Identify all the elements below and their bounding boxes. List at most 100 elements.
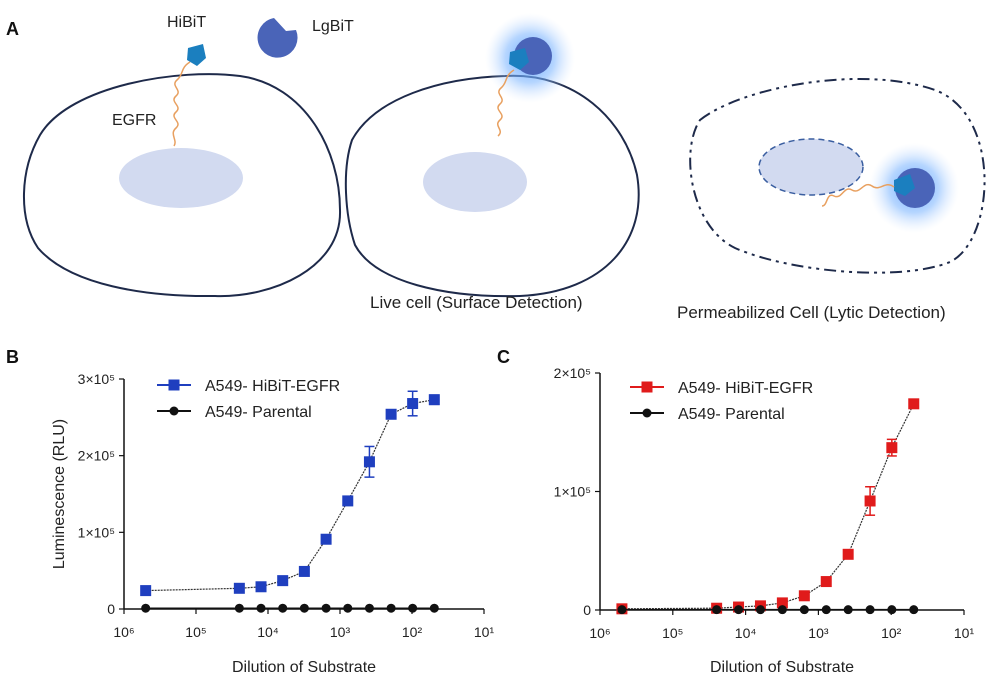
data-point bbox=[233, 582, 245, 594]
data-point bbox=[386, 603, 396, 613]
y-tick-label: 3×10⁵ bbox=[78, 371, 115, 387]
panel-letter-b: B bbox=[6, 347, 19, 367]
cell-2-hibit-icon bbox=[509, 48, 529, 70]
data-point bbox=[887, 605, 897, 615]
egfr-label: EGFR bbox=[112, 112, 156, 129]
data-point bbox=[343, 603, 353, 613]
cell-2-nucleus bbox=[423, 152, 527, 212]
data-point bbox=[712, 605, 722, 615]
data-point bbox=[429, 603, 439, 613]
cell-1-membrane bbox=[23, 73, 342, 298]
data-point bbox=[385, 408, 397, 420]
x-tick-label: 10³ bbox=[330, 624, 351, 640]
x-tick-label: 10³ bbox=[808, 625, 829, 641]
cell-3-nucleus bbox=[758, 138, 864, 196]
series-line bbox=[145, 399, 435, 592]
x-tick-label: 10¹ bbox=[474, 624, 495, 640]
y-tick-label: 0 bbox=[107, 601, 115, 617]
egfr-3 bbox=[821, 183, 895, 207]
data-point bbox=[363, 456, 375, 468]
x-tick-label: 10⁶ bbox=[589, 625, 610, 641]
cell-2: Live cell (Surface Detection) bbox=[344, 13, 640, 312]
legend-label: A549- HiBiT-EGFR bbox=[678, 380, 813, 397]
data-point bbox=[821, 605, 831, 615]
hibit-label: HiBiT bbox=[167, 14, 206, 31]
series-circle bbox=[617, 605, 919, 615]
data-point bbox=[140, 585, 152, 597]
legend-marker bbox=[168, 379, 180, 391]
x-tick-label: 10² bbox=[881, 625, 902, 641]
data-point bbox=[865, 605, 875, 615]
data-point bbox=[734, 605, 744, 615]
hibit-1-icon bbox=[187, 44, 206, 66]
y-tick-label: 1×10⁵ bbox=[554, 484, 591, 500]
x-tick-label: 10⁶ bbox=[113, 624, 134, 640]
data-point bbox=[256, 603, 266, 613]
data-point bbox=[255, 581, 267, 593]
data-point bbox=[407, 398, 419, 410]
legend-marker bbox=[169, 406, 179, 416]
x-tick-label: 10² bbox=[402, 624, 423, 640]
data-point bbox=[408, 603, 418, 613]
panel-a: A HiBiT LgBiT EGFR Live cell (Surface De… bbox=[6, 13, 986, 322]
cell-2-membrane bbox=[344, 74, 640, 298]
data-point bbox=[299, 603, 309, 613]
data-point bbox=[321, 603, 331, 613]
data-point bbox=[842, 548, 854, 560]
series-square bbox=[140, 390, 440, 597]
x-axis-title: Dilution of Substrate bbox=[710, 659, 854, 676]
panel-letter-c: C bbox=[497, 347, 510, 367]
y-tick-label: 2×10⁵ bbox=[554, 365, 591, 381]
series-circle bbox=[141, 603, 439, 613]
data-point bbox=[864, 495, 876, 507]
egfr-1 bbox=[172, 61, 191, 147]
chart-b: 10⁶ 10⁵ 10⁴ 10³ 10² 10¹ 0 1×10⁵ 2×10⁵ 3×10⁵ Diluti… bbox=[51, 371, 494, 676]
data-point bbox=[820, 576, 832, 588]
y-tick-label: 1×10⁵ bbox=[78, 524, 115, 540]
legend-marker bbox=[642, 408, 652, 418]
x-tick-label: 10¹ bbox=[954, 625, 975, 641]
caption-permeabilized-cell: Permeabilized Cell (Lytic Detection) bbox=[677, 303, 946, 322]
legend-label: A549- HiBiT-EGFR bbox=[205, 378, 340, 395]
data-point bbox=[776, 597, 788, 609]
data-point bbox=[909, 605, 919, 615]
cell-3: Permeabilized Cell (Lytic Detection) bbox=[677, 77, 986, 322]
cell-3-hibit-icon bbox=[894, 174, 915, 196]
data-point bbox=[320, 533, 332, 545]
x-tick-label: 10⁴ bbox=[257, 624, 279, 640]
caption-live-cell: Live cell (Surface Detection) bbox=[370, 293, 583, 312]
chart-c: 10⁶ 10⁵ 10⁴ 10³ 10² 10¹ 0 1×10⁵ 2×10⁵ Dilution of… bbox=[554, 365, 975, 676]
data-point bbox=[617, 605, 627, 615]
y-tick-label: 2×10⁵ bbox=[78, 448, 115, 464]
data-point bbox=[755, 605, 765, 615]
data-point bbox=[428, 394, 440, 406]
x-tick-label: 10⁵ bbox=[185, 624, 206, 640]
legend-marker bbox=[641, 381, 653, 393]
data-point bbox=[277, 575, 289, 587]
data-point bbox=[886, 442, 898, 454]
data-point bbox=[364, 603, 374, 613]
lgbit-icon bbox=[257, 18, 298, 58]
data-point bbox=[843, 605, 853, 615]
x-tick-label: 10⁵ bbox=[662, 625, 683, 641]
legend-label: A549- Parental bbox=[678, 406, 785, 423]
x-axis-title: Dilution of Substrate bbox=[232, 659, 376, 676]
x-tick-label: 10⁴ bbox=[735, 625, 757, 641]
cell-1: HiBiT LgBiT EGFR bbox=[23, 14, 354, 298]
data-point bbox=[799, 605, 809, 615]
data-point bbox=[234, 603, 244, 613]
data-point bbox=[908, 398, 920, 410]
series-square bbox=[616, 398, 920, 615]
panel-letter-a: A bbox=[6, 19, 19, 39]
data-point bbox=[798, 590, 810, 602]
data-point bbox=[141, 603, 151, 613]
data-point bbox=[777, 605, 787, 615]
lgbit-label: LgBiT bbox=[312, 18, 354, 35]
legend-label: A549- Parental bbox=[205, 404, 312, 421]
panel-b: B 10⁶ 10⁵ 10⁴ 10³ 10² 10¹ 0 1×10⁵ 2×10⁵ 3×10⁵ Dilu… bbox=[6, 347, 494, 676]
cell-1-nucleus bbox=[119, 148, 243, 208]
data-point bbox=[342, 495, 354, 507]
cell-3-membrane bbox=[689, 77, 986, 274]
egfr-2 bbox=[496, 69, 515, 137]
